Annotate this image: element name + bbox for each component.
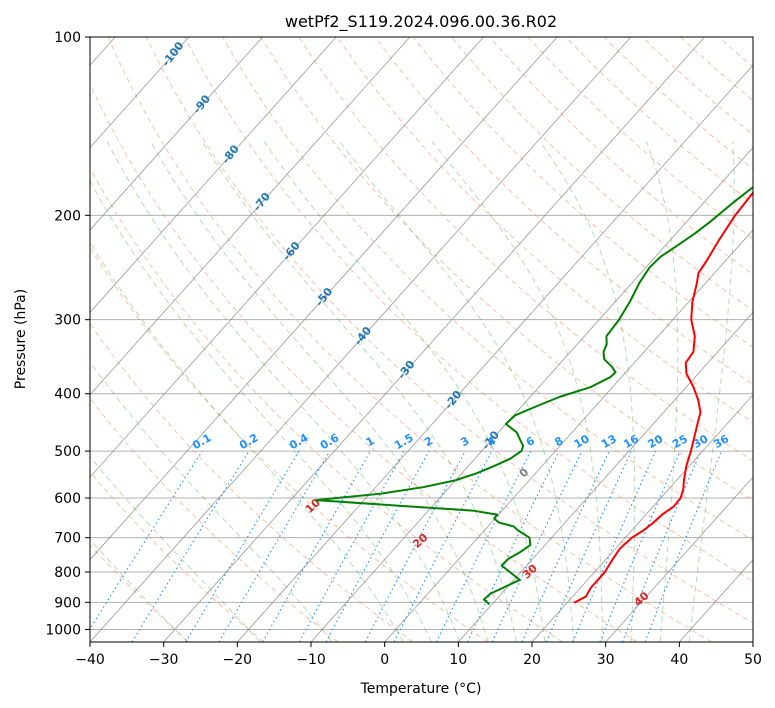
y-tick-label: 100 (54, 30, 81, 46)
x-tick-label: 20 (523, 652, 541, 668)
y-tick-label: 900 (54, 595, 81, 611)
x-tick-label: −10 (296, 652, 326, 668)
x-tick-label: 0 (380, 652, 389, 668)
y-tick-label: 300 (54, 313, 81, 329)
x-tick-label: 30 (597, 652, 615, 668)
x-tick-label: 10 (449, 652, 467, 668)
chart-title: wetPf2_S119.2024.096.00.36.R02 (285, 12, 557, 32)
y-tick-label: 1000 (45, 622, 81, 638)
x-tick-label: 50 (744, 652, 762, 668)
x-axis-label: Temperature (°C) (360, 681, 482, 697)
x-tick-label: −30 (149, 652, 179, 668)
x-tick-label: −20 (223, 652, 253, 668)
y-tick-label: 800 (54, 565, 81, 581)
x-tick-label: 40 (670, 652, 688, 668)
y-tick-label: 600 (54, 491, 81, 507)
x-tick-label: −40 (75, 652, 105, 668)
y-tick-label: 200 (54, 208, 81, 224)
y-tick-label: 700 (54, 531, 81, 547)
y-tick-label: 500 (54, 444, 81, 460)
y-axis-label: Pressure (hPa) (13, 289, 29, 389)
y-tick-label: 400 (54, 387, 81, 403)
